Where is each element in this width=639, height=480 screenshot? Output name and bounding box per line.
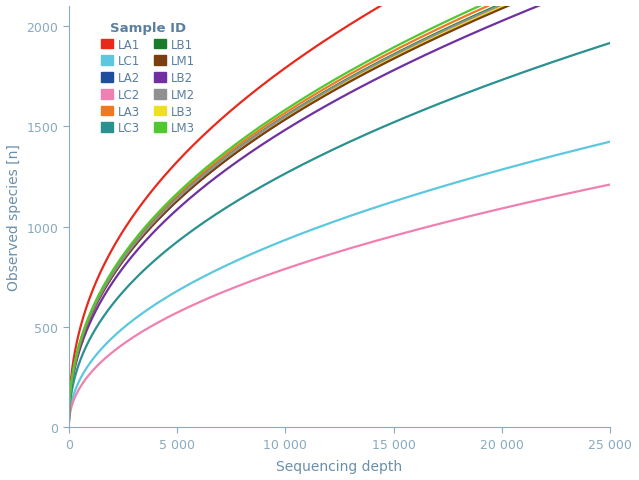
Legend: LA1, LC1, LA2, LC2, LA3, LC3, LB1, LM1, LB2, LM2, LB3, LM3: LA1, LC1, LA2, LC2, LA3, LC3, LB1, LM1, …	[96, 17, 199, 140]
Y-axis label: Observed species [n]: Observed species [n]	[7, 144, 21, 290]
X-axis label: Sequencing depth: Sequencing depth	[277, 459, 403, 473]
